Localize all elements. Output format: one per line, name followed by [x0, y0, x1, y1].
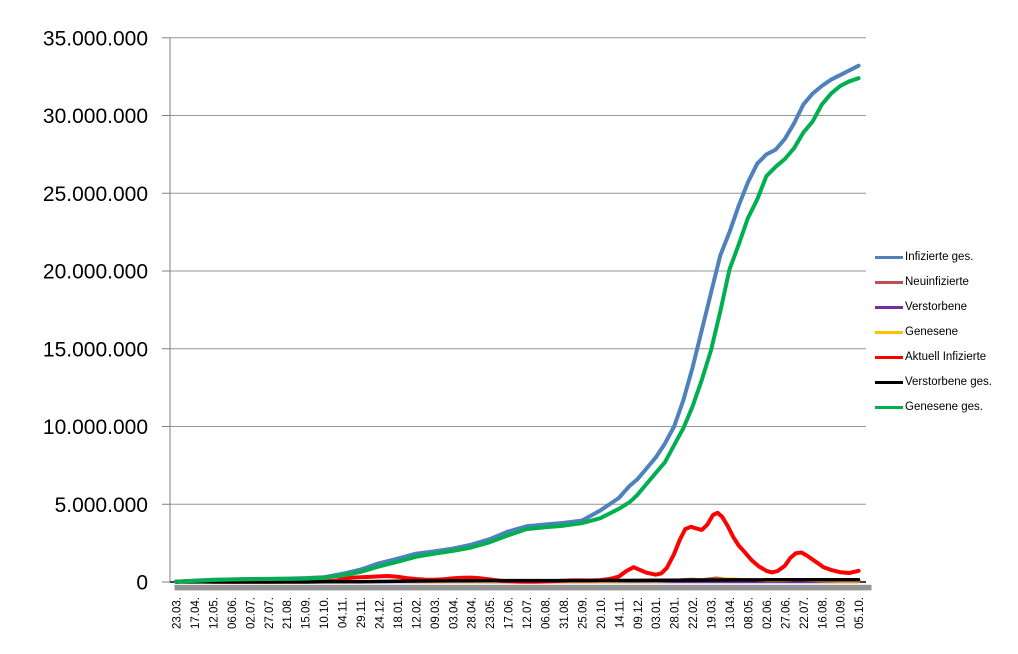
x-axis-label: 13.04.: [725, 597, 737, 629]
legend-label: Genesene ges.: [905, 400, 984, 413]
x-axis-label: 20.10.: [596, 597, 608, 629]
x-axis-label: 03.01.: [651, 597, 663, 629]
y-axis-label: 35.000.000: [43, 27, 148, 50]
legend-label: Infizierte ges.: [905, 250, 974, 263]
x-axis-label: 03.04.: [448, 597, 460, 629]
x-axis-label: 19.03.: [707, 597, 719, 629]
x-axis-label: 04.11.: [338, 597, 350, 628]
x-axis-label: 12.07.: [522, 597, 534, 629]
x-axis-shadow: [174, 584, 872, 591]
x-axis-label: 12.02.: [411, 597, 423, 629]
x-axis-label: 06.06.: [227, 597, 239, 629]
x-axis-label: 17.04.: [190, 597, 202, 629]
legend-line-swatch: [875, 356, 903, 359]
legend-item-aktuell-infizierte: Aktuell Infizierte: [875, 345, 992, 370]
x-axis-label: 27.06.: [780, 597, 792, 629]
legend-line-swatch: [875, 306, 903, 309]
legend-item-neuinfizierte: Neuinfizierte: [875, 270, 992, 295]
legend: Infizierte ges. Neuinfizierte Verstorben…: [875, 245, 992, 420]
legend-line-swatch: [875, 331, 903, 334]
x-axis-label: 18.01.: [393, 597, 405, 629]
legend-label: Genesene: [905, 325, 959, 338]
x-axis-label: 15.09.: [301, 597, 313, 629]
x-axis-label: 09.12.: [633, 597, 645, 629]
x-axis-label: 28.04.: [467, 597, 479, 629]
x-axis-label: 22.02.: [688, 597, 700, 629]
legend-item-genesene-ges: Genesene ges.: [875, 395, 992, 420]
x-axis-label: 31.08.: [559, 597, 571, 629]
legend-line-swatch: [875, 281, 903, 284]
y-axis-label: 10.000.000: [43, 416, 148, 439]
legend-label: Verstorbene: [905, 300, 968, 313]
legend-line-swatch: [875, 381, 903, 384]
legend-item-infizierte-ges: Infizierte ges.: [875, 245, 992, 270]
x-axis-label: 28.01.: [670, 597, 682, 629]
legend-line-swatch: [875, 256, 903, 259]
x-axis-label: 22.07.: [799, 597, 811, 629]
x-axis-label: 23.05.: [485, 597, 497, 629]
x-axis-label: 21.08.: [282, 597, 294, 629]
series-line-aktuell-infizierte: [174, 510, 861, 584]
x-axis-label: 29.11.: [356, 597, 368, 628]
y-axis-label: 0: [136, 572, 148, 595]
x-axis-label: 02.06.: [762, 597, 774, 629]
x-axis-label: 16.08.: [817, 597, 829, 629]
y-axis-label: 15.000.000: [43, 338, 148, 361]
x-axis-label: 06.08.: [541, 597, 553, 629]
x-axis-label: 08.05.: [743, 597, 755, 629]
series-line-genesene-ges: [174, 76, 861, 584]
x-axis-label: 24.12.: [374, 597, 386, 629]
x-axis-label: 17.06.: [504, 597, 516, 629]
legend-line-swatch: [875, 406, 903, 409]
legend-item-verstorbene-ges: Verstorbene ges.: [875, 370, 992, 395]
x-axis-label: 09.03.: [430, 597, 442, 629]
legend-label: Neuinfizierte: [905, 275, 969, 288]
legend-item-genesene: Genesene: [875, 320, 992, 345]
x-axis-label: 05.10.: [854, 597, 866, 629]
legend-item-verstorbene: Verstorbene: [875, 295, 992, 320]
y-axis-label: 20.000.000: [43, 261, 148, 284]
legend-label: Verstorbene ges.: [905, 375, 992, 388]
x-axis-label: 02.07.: [245, 597, 257, 629]
series-line-verstorbene-ges: [174, 577, 861, 584]
x-axis-label: 10.09.: [836, 597, 848, 629]
x-axis-label: 23.03.: [172, 597, 184, 629]
x-axis-label: 25.09.: [577, 597, 589, 629]
y-axis-label: 25.000.000: [43, 183, 148, 206]
y-axis-label: 5.000.000: [55, 494, 148, 517]
legend-label: Aktuell Infizierte: [905, 350, 987, 363]
x-axis-label: 12.05.: [208, 597, 220, 629]
x-axis-label: 14.11.: [614, 597, 626, 628]
x-axis-label: 27.07.: [264, 597, 276, 629]
x-axis-label: 10.10.: [319, 597, 331, 629]
y-axis-label: 30.000.000: [43, 105, 148, 128]
